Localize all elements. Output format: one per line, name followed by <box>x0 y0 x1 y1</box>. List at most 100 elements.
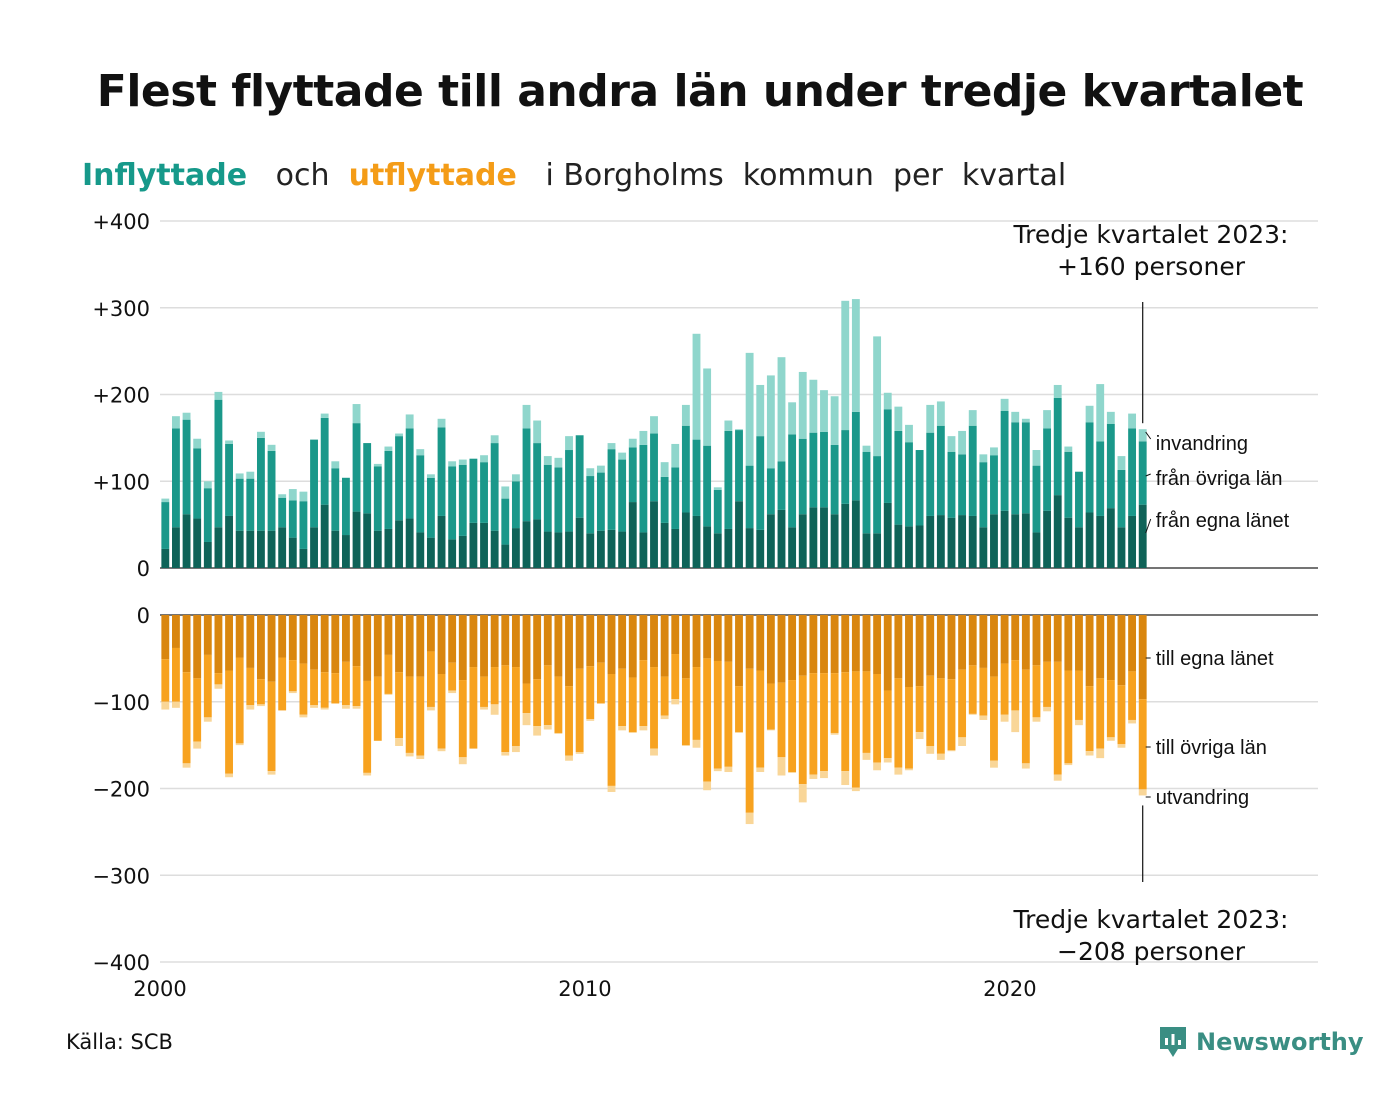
bar-inflow-immigration <box>820 390 828 432</box>
bar-outflow-own-county <box>522 615 531 684</box>
bar-inflow-own-county <box>851 500 860 568</box>
bar-inflow-other-counties <box>575 435 584 518</box>
bar-inflow-other-counties <box>1011 422 1020 515</box>
bar-inflow-own-county <box>1075 527 1083 568</box>
bar-inflow-own-county <box>341 535 350 568</box>
bar-outflow-own-county <box>299 615 308 664</box>
bar-inflow-own-county <box>958 515 967 568</box>
bar-outflow-own-county <box>363 615 372 681</box>
bar-inflow-own-county <box>596 530 605 568</box>
bar-inflow-immigration <box>905 424 913 443</box>
bar-inflow-immigration <box>256 431 265 438</box>
bar-outflow-emigration <box>756 767 765 773</box>
bar-inflow-immigration <box>894 406 903 431</box>
bar-inflow-other-counties <box>554 467 563 533</box>
series-label-inflow: från övriga län <box>1156 468 1283 490</box>
bar-outflow-other-counties <box>1064 670 1073 764</box>
bar-outflow-other-counties <box>607 673 616 786</box>
bar-outflow-other-counties <box>522 683 531 714</box>
bar-inflow-own-county <box>681 512 690 568</box>
bar-outflow-emigration <box>299 714 308 718</box>
bar-outflow-other-counties <box>1138 699 1147 790</box>
bar-outflow-emigration <box>926 745 935 754</box>
bar-inflow-other-counties <box>341 477 350 536</box>
bar-inflow-immigration <box>788 402 797 435</box>
bar-inflow-own-county <box>490 530 499 568</box>
bar-inflow-immigration <box>373 463 382 467</box>
bar-inflow-immigration <box>756 384 765 437</box>
bar-inflow-own-county <box>352 511 361 568</box>
bar-outflow-own-county <box>724 615 733 662</box>
bar-outflow-other-counties <box>1106 680 1115 738</box>
series-label-leader <box>1145 431 1152 440</box>
bar-inflow-other-counties <box>405 428 414 519</box>
bar-inflow-immigration <box>1106 411 1115 424</box>
bar-outflow-emigration <box>1064 763 1073 766</box>
bar-outflow-other-counties <box>501 665 510 753</box>
bar-outflow-own-county <box>310 615 318 670</box>
bar-outflow-own-county <box>681 615 690 679</box>
bar-outflow-other-counties <box>692 667 701 740</box>
bar-outflow-own-county <box>618 615 627 669</box>
bar-inflow-other-counties <box>395 436 403 521</box>
bar-inflow-immigration <box>246 471 255 479</box>
bar-outflow-own-county <box>341 615 350 662</box>
bar-inflow-own-county <box>618 531 627 568</box>
bar-outflow-own-county <box>1075 615 1083 671</box>
bar-inflow-immigration <box>958 430 967 455</box>
bar-outflow-other-counties <box>745 668 754 813</box>
bar-inflow-immigration <box>172 416 180 429</box>
bar-outflow-emigration <box>681 745 690 746</box>
bar-outflow-own-county <box>373 615 382 677</box>
bar-outflow-emigration <box>1085 751 1094 756</box>
bar-outflow-emigration <box>320 707 329 710</box>
series-label-leader <box>1145 518 1152 534</box>
bar-inflow-immigration <box>979 454 988 463</box>
bar-inflow-immigration <box>235 473 244 479</box>
bar-outflow-emigration <box>161 701 170 710</box>
bar-outflow-other-counties <box>256 679 265 705</box>
bar-outflow-own-county <box>575 615 584 669</box>
bar-inflow-other-counties <box>756 436 765 530</box>
bar-inflow-own-county <box>1117 527 1126 568</box>
bar-inflow-own-county <box>575 517 584 568</box>
bar-inflow-own-county <box>809 507 818 568</box>
bar-outflow-emigration <box>480 706 488 710</box>
bar-outflow-own-county <box>235 615 244 658</box>
bar-inflow-immigration <box>161 498 170 503</box>
bar-inflow-other-counties <box>703 445 712 527</box>
bar-outflow-other-counties <box>947 679 956 751</box>
bar-outflow-own-county <box>628 615 637 678</box>
bar-outflow-emigration <box>352 706 361 709</box>
bar-outflow-own-county <box>1000 615 1009 664</box>
subtitle-outflow-word: utflyttade <box>348 158 517 193</box>
bar-inflow-own-county <box>766 514 775 568</box>
bar-inflow-immigration <box>565 436 573 451</box>
bar-outflow-other-counties <box>798 675 807 785</box>
bar-outflow-other-counties <box>596 662 605 704</box>
bar-outflow-emigration <box>979 715 988 720</box>
bar-inflow-own-county <box>1064 517 1073 568</box>
bar-inflow-immigration <box>416 449 425 456</box>
bar-inflow-other-counties <box>1064 451 1073 518</box>
bar-outflow-emigration <box>766 729 775 731</box>
bar-outflow-emigration <box>1138 789 1147 796</box>
bar-outflow-emigration <box>777 757 786 776</box>
bar-outflow-own-county <box>735 615 743 687</box>
bar-outflow-own-county <box>256 615 265 680</box>
bar-outflow-emigration <box>565 755 573 761</box>
bar-outflow-own-county <box>883 615 892 691</box>
bar-outflow-emigration <box>235 743 244 746</box>
bar-outflow-emigration <box>958 737 967 746</box>
bar-inflow-immigration <box>331 461 340 469</box>
source-note: Källa: SCB <box>66 1030 173 1054</box>
bar-inflow-other-counties <box>225 443 233 516</box>
bar-inflow-other-counties <box>203 488 212 542</box>
bar-inflow-immigration <box>405 414 414 429</box>
bar-outflow-other-counties <box>511 667 520 746</box>
bar-inflow-own-county <box>990 514 998 568</box>
bar-outflow-other-counties <box>182 672 191 764</box>
bar-outflow-own-county <box>1128 615 1137 672</box>
bar-outflow-own-county <box>565 615 573 687</box>
